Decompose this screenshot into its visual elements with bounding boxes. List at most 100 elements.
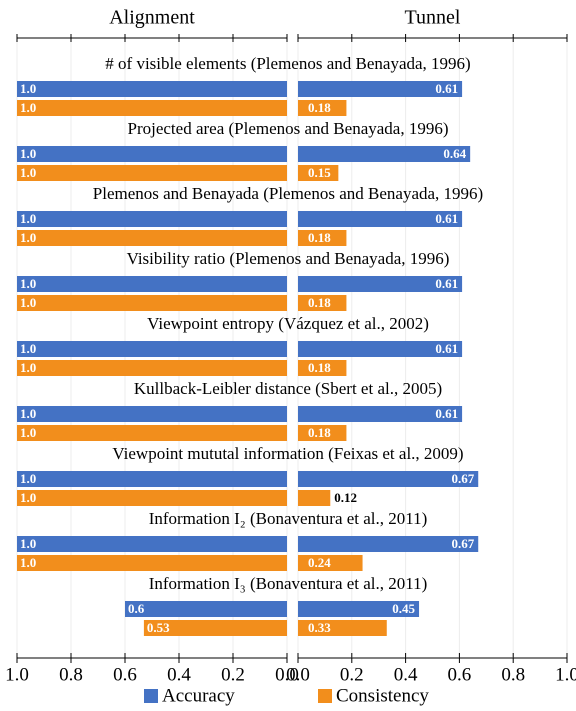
bar xyxy=(298,146,471,162)
category-label: Plemenos and Benayada (Plemenos and Bena… xyxy=(93,184,483,203)
bar xyxy=(298,165,339,181)
value-label: 0.18 xyxy=(308,100,331,115)
x-tick-label: 0.6 xyxy=(448,664,472,685)
bar xyxy=(17,490,287,506)
value-label: 0.67 xyxy=(451,471,474,486)
value-label: 0.53 xyxy=(147,620,170,635)
bar xyxy=(125,601,287,617)
x-tick-label: 0.0 xyxy=(275,664,299,685)
category-label: Kullback-Leibler distance (Sbert et al.,… xyxy=(134,379,442,398)
value-label: 1.0 xyxy=(20,341,36,356)
value-label: 1.0 xyxy=(20,276,36,291)
legend-label: Consistency xyxy=(336,685,429,706)
bar xyxy=(298,601,420,617)
bar xyxy=(298,490,331,506)
bar xyxy=(17,425,287,441)
value-label: 1.0 xyxy=(20,555,36,570)
value-label: 1.0 xyxy=(20,165,36,180)
bar xyxy=(17,555,287,571)
bar xyxy=(298,406,463,422)
x-tick-label: 0.4 xyxy=(167,664,191,685)
value-label: 0.61 xyxy=(435,406,458,421)
value-label: 0.61 xyxy=(435,276,458,291)
x-tick-label: 0.4 xyxy=(394,664,418,685)
value-label: 0.6 xyxy=(128,601,145,616)
bar xyxy=(298,555,363,571)
bar xyxy=(17,81,287,97)
x-tick-label: 0.2 xyxy=(221,664,245,685)
value-label: 0.24 xyxy=(308,555,331,570)
bar xyxy=(298,341,463,357)
value-label: 0.15 xyxy=(308,165,331,180)
bar xyxy=(143,620,287,636)
bar xyxy=(17,165,287,181)
value-label: 1.0 xyxy=(20,490,36,505)
value-label: 0.18 xyxy=(308,295,331,310)
value-label: 0.67 xyxy=(451,536,474,551)
value-label: 0.45 xyxy=(392,601,415,616)
value-label: 1.0 xyxy=(20,146,36,161)
bar xyxy=(298,360,347,376)
bar xyxy=(17,230,287,246)
value-label: 1.0 xyxy=(20,295,36,310)
bar xyxy=(298,276,463,292)
value-label: 0.61 xyxy=(435,81,458,96)
value-label: 1.0 xyxy=(20,81,36,96)
bar xyxy=(298,295,347,311)
category-label: Viewpoint mututal information (Feixas et… xyxy=(112,444,463,463)
value-label: 1.0 xyxy=(20,100,36,115)
x-tick-label: 1.0 xyxy=(5,664,29,685)
category-label: Information I₃ (Bonaventura et al., 2011… xyxy=(149,574,428,593)
category-label: Viewpoint entropy (Vázquez et al., 2002) xyxy=(147,314,429,333)
value-label: 1.0 xyxy=(20,211,36,226)
value-label: 1.0 xyxy=(20,230,36,245)
legend-swatch xyxy=(318,689,332,703)
bar xyxy=(17,471,287,487)
bar xyxy=(298,620,387,636)
x-tick-label: 0.8 xyxy=(501,664,525,685)
bar xyxy=(17,146,287,162)
value-label: 0.18 xyxy=(308,230,331,245)
bar xyxy=(298,100,347,116)
bar xyxy=(17,536,287,552)
value-label: 0.33 xyxy=(308,620,331,635)
category-label: Information I₂ (Bonaventura et al., 2011… xyxy=(149,509,428,528)
value-label: 1.0 xyxy=(20,536,36,551)
value-label: 0.61 xyxy=(435,211,458,226)
x-tick-label: 0.8 xyxy=(59,664,83,685)
bar xyxy=(298,425,347,441)
bar xyxy=(298,211,463,227)
value-label: 0.18 xyxy=(308,360,331,375)
category-label: Projected area (Plemenos and Benayada, 1… xyxy=(128,119,449,138)
value-label: 1.0 xyxy=(20,360,36,375)
bar xyxy=(17,100,287,116)
value-label: 1.0 xyxy=(20,471,36,486)
bar xyxy=(298,536,479,552)
value-label: 0.64 xyxy=(443,146,466,161)
bar xyxy=(298,471,479,487)
bar xyxy=(17,211,287,227)
x-tick-label: 0.2 xyxy=(340,664,364,685)
bar xyxy=(17,295,287,311)
bar xyxy=(17,341,287,357)
x-tick-label: 1.0 xyxy=(555,664,576,685)
legend-label: Accuracy xyxy=(162,685,235,706)
panel-title: Alignment xyxy=(109,7,195,29)
bar xyxy=(298,81,463,97)
value-label: 1.0 xyxy=(20,425,36,440)
bar xyxy=(17,406,287,422)
legend-swatch xyxy=(144,689,158,703)
category-label: # of visible elements (Plemenos and Bena… xyxy=(105,54,470,73)
value-label: 0.12 xyxy=(334,490,357,505)
bar xyxy=(298,230,347,246)
category-label: Visibility ratio (Plemenos and Benayada,… xyxy=(127,249,450,268)
value-label: 0.18 xyxy=(308,425,331,440)
value-label: 0.61 xyxy=(435,341,458,356)
x-tick-label: 0.6 xyxy=(113,664,137,685)
bar xyxy=(17,276,287,292)
panel-title: Tunnel xyxy=(405,7,461,29)
x-tick-label: 0.0 xyxy=(286,664,310,685)
bar xyxy=(17,360,287,376)
value-label: 1.0 xyxy=(20,406,36,421)
